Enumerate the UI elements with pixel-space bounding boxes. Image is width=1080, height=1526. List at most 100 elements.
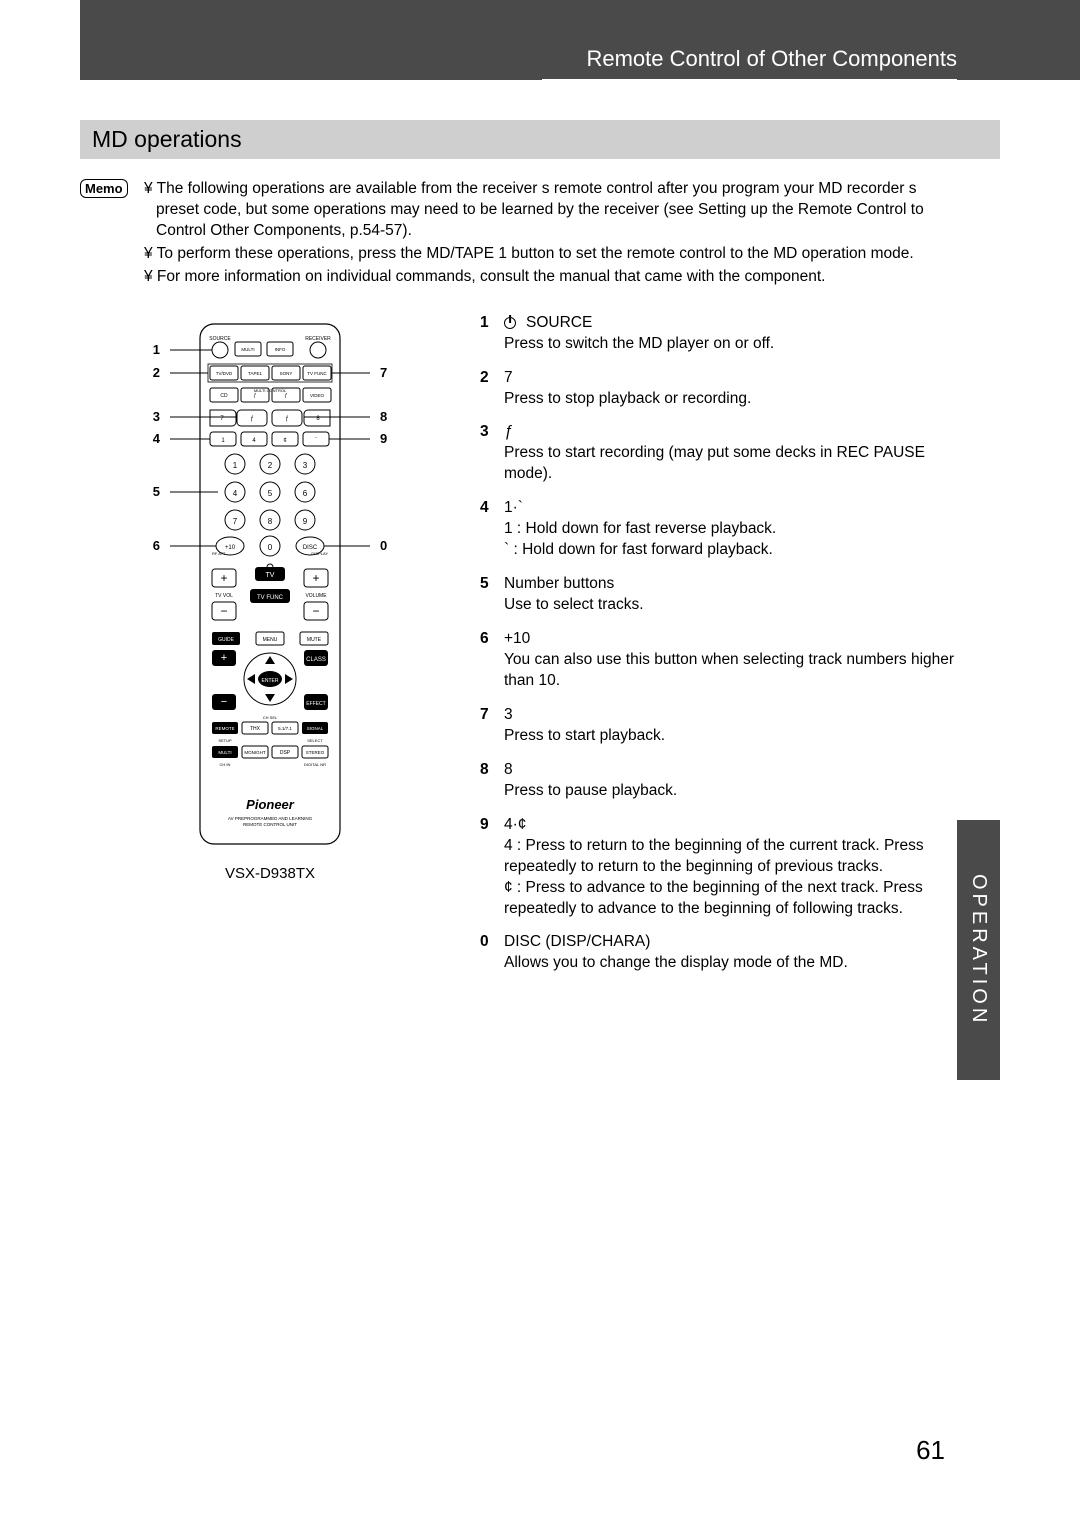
op-title: Number buttons: [504, 575, 614, 593]
op-desc: 1 : Hold down for fast reverse playback.…: [480, 519, 957, 561]
svg-text:RECEIVER: RECEIVER: [305, 336, 331, 342]
svg-text:TAPE1: TAPE1: [248, 371, 262, 376]
op-desc: Press to pause playback.: [480, 781, 957, 802]
svg-text:RF ATT: RF ATT: [212, 551, 226, 556]
op-item: 8 8 Press to pause playback.: [480, 761, 957, 802]
op-num: 3: [480, 423, 494, 441]
svg-text:9: 9: [380, 431, 387, 446]
svg-text:SONY: SONY: [280, 371, 293, 376]
svg-text:7: 7: [233, 517, 238, 526]
svg-text:8: 8: [380, 409, 387, 424]
svg-text:CH SEL: CH SEL: [263, 715, 278, 720]
svg-text:ƒ: ƒ: [254, 393, 257, 399]
op-desc: Allows you to change the display mode of…: [480, 953, 957, 974]
svg-text:SOURCE: SOURCE: [209, 336, 231, 342]
svg-text:2: 2: [268, 461, 273, 470]
op-item: 9 4·¢ 4 : Press to return to the beginni…: [480, 816, 957, 920]
svg-text:−: −: [220, 604, 227, 618]
svg-text:CLASS: CLASS: [306, 657, 326, 663]
power-icon: [504, 314, 516, 332]
svg-text:+: +: [312, 571, 319, 585]
svg-text:MUTE: MUTE: [307, 637, 322, 643]
header-underline: [542, 79, 957, 80]
svg-text:CH IN: CH IN: [220, 762, 231, 767]
svg-text:TV VOL: TV VOL: [215, 593, 233, 599]
op-num: 6: [480, 630, 494, 648]
svg-text:0: 0: [268, 543, 273, 552]
svg-text:ƒ: ƒ: [285, 393, 288, 399]
operations-list: 1 SOURCE Press to switch the MD player o…: [480, 314, 957, 989]
op-num: 5: [480, 575, 494, 593]
op-item: 7 3 Press to start playback.: [480, 706, 957, 747]
op-symbol: 3: [504, 706, 513, 724]
op-num: 4: [480, 499, 494, 517]
page-number: 61: [916, 1435, 945, 1466]
svg-text:2: 2: [153, 365, 160, 380]
svg-text:VIDEO: VIDEO: [310, 393, 325, 398]
svg-text:STEREO: STEREO: [306, 750, 325, 755]
remote-caption: VSX-D938TX: [225, 865, 315, 882]
svg-text:ENTER: ENTER: [262, 678, 279, 684]
op-item: 1 SOURCE Press to switch the MD player o…: [480, 314, 957, 355]
svg-text:SETUP: SETUP: [218, 738, 232, 743]
op-symbol: 1·`: [504, 499, 523, 517]
svg-text:REMOTE: REMOTE: [215, 726, 234, 731]
svg-text:DISPLAY: DISPLAY: [311, 551, 328, 556]
remote-column: SOURCE MULTI INFO RECEIVER TV/DVD TAPE1 …: [80, 314, 460, 989]
op-item: 2 7 Press to stop playback or recording.: [480, 369, 957, 410]
svg-text:+: +: [221, 652, 227, 664]
svg-text:GUIDE: GUIDE: [218, 637, 235, 643]
op-num: 9: [480, 816, 494, 834]
section-title: MD operations: [80, 120, 1000, 159]
svg-text:9: 9: [303, 517, 308, 526]
svg-text:Pioneer: Pioneer: [246, 797, 295, 812]
svg-text:0: 0: [380, 538, 387, 553]
svg-text:`: `: [315, 438, 317, 444]
svg-text:+10: +10: [225, 545, 236, 551]
svg-text:6: 6: [303, 489, 308, 498]
svg-text:MENU: MENU: [263, 637, 278, 643]
op-desc: Press to stop playback or recording.: [480, 389, 957, 410]
svg-text:INFO: INFO: [275, 347, 286, 352]
memo-text: ¥ The following operations are available…: [144, 179, 957, 290]
side-tab-text: OPERATION: [967, 874, 990, 1026]
op-desc: Press to start playback.: [480, 726, 957, 747]
op-item: 4 1·` 1 : Hold down for fast reverse pla…: [480, 499, 957, 561]
memo-badge-col: Memo: [80, 179, 136, 290]
op-symbol: ƒ: [504, 423, 513, 441]
svg-text:3: 3: [303, 461, 308, 470]
svg-text:SIGNAL: SIGNAL: [307, 726, 324, 731]
op-num: 1: [480, 314, 494, 332]
memo-badge: Memo: [80, 179, 128, 198]
svg-text:TV FUNC: TV FUNC: [257, 595, 284, 601]
svg-text:¢: ¢: [283, 438, 286, 444]
op-item: 6 +10 You can also use this button when …: [480, 630, 957, 692]
svg-text:−: −: [221, 696, 227, 708]
svg-text:+: +: [220, 571, 227, 585]
svg-text:DIGITAL NR: DIGITAL NR: [304, 762, 326, 767]
memo-bullet: ¥ To perform these operations, press the…: [144, 244, 957, 265]
op-num: 2: [480, 369, 494, 387]
svg-text:ƒ: ƒ: [250, 416, 253, 422]
svg-text:MONIGHT: MONIGHT: [244, 750, 265, 755]
op-desc: Press to start recording (may put some d…: [480, 443, 957, 485]
op-item: 0 DISC (DISP/CHARA) Allows you to change…: [480, 933, 957, 974]
svg-text:−: −: [312, 604, 319, 618]
op-symbol: +10: [504, 630, 530, 648]
svg-text:ƒ: ƒ: [285, 416, 288, 422]
svg-text:CD: CD: [220, 393, 228, 399]
svg-text:4: 4: [153, 431, 161, 446]
op-desc: Press to switch the MD player on or off.: [480, 334, 957, 355]
svg-text:AV PREPROGRAMMED AND LEARNING: AV PREPROGRAMMED AND LEARNING: [228, 816, 313, 821]
svg-text:VOLUME: VOLUME: [305, 593, 327, 599]
op-desc: 4 : Press to return to the beginning of …: [480, 836, 957, 920]
svg-text:TV/DVD: TV/DVD: [216, 371, 233, 376]
op-desc: You can also use this button when select…: [480, 650, 957, 692]
svg-text:7: 7: [380, 365, 387, 380]
svg-text:EFFECT: EFFECT: [306, 701, 325, 707]
memo-bullet: ¥ The following operations are available…: [144, 179, 957, 242]
op-num: 0: [480, 933, 494, 951]
svg-text:1: 1: [233, 461, 238, 470]
svg-text:MULTI: MULTI: [241, 347, 254, 352]
op-symbol: 8: [504, 761, 513, 779]
